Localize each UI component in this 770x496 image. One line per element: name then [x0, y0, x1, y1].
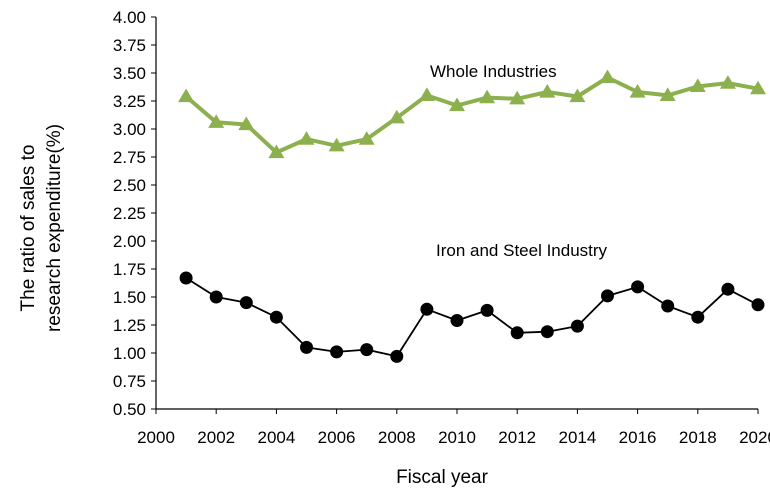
- data-point-iron-and-steel-industry: [601, 289, 614, 303]
- data-point-whole-industries: [358, 131, 375, 145]
- data-point-iron-and-steel-industry: [450, 314, 464, 327]
- data-point-iron-and-steel-industry: [269, 310, 283, 324]
- data-point-iron-and-steel-industry: [209, 290, 223, 304]
- x-tick-label: 2004: [257, 428, 295, 447]
- x-tick-label: 2018: [679, 428, 717, 447]
- data-point-whole-industries: [689, 78, 706, 92]
- y-tick-label: 3.75: [113, 36, 146, 55]
- data-point-iron-and-steel-industry: [360, 343, 374, 357]
- data-point-whole-industries: [750, 80, 766, 95]
- data-point-whole-industries: [418, 87, 435, 101]
- y-axis-ticks: 0.50 0.75 1.00 1.25 1.50 1.75 2.00 2.25 2.50 2.75…: [113, 8, 156, 419]
- x-tick-label: 2012: [498, 428, 536, 447]
- data-point-whole-industries: [388, 109, 405, 124]
- data-point-whole-industries: [328, 137, 345, 152]
- data-point-iron-and-steel-industry: [510, 326, 524, 340]
- y-tick-label: 1.50: [113, 288, 146, 307]
- data-point-whole-industries: [719, 75, 736, 89]
- y-tick-label: 1.00: [113, 344, 146, 363]
- y-axis-title-line-2: research expenditure(%): [44, 124, 65, 332]
- y-tick-label: 2.00: [113, 232, 146, 251]
- y-axis-title-line-1: The ratio of sales to: [18, 145, 39, 312]
- data-point-whole-industries: [659, 87, 676, 101]
- data-point-whole-industries: [599, 69, 616, 84]
- data-point-iron-and-steel-industry: [300, 340, 313, 354]
- x-tick-label: 2008: [378, 428, 416, 447]
- x-tick-label: 2010: [438, 428, 476, 447]
- data-point-iron-and-steel-industry: [691, 310, 705, 324]
- x-tick-label: 2016: [619, 428, 657, 447]
- data-point-whole-industries: [208, 114, 225, 128]
- data-point-iron-and-steel-industry: [390, 349, 404, 363]
- x-tick-label: 2014: [558, 428, 596, 447]
- y-tick-label: 3.00: [113, 120, 146, 139]
- series-label-whole-industries: Whole Industries: [430, 62, 557, 81]
- y-tick-label: 2.50: [113, 176, 146, 195]
- x-axis-title: Fiscal year: [396, 467, 489, 488]
- series-line-whole-industries: [184, 75, 759, 155]
- y-tick-label: 4.00: [113, 8, 146, 27]
- data-point-iron-and-steel-industry: [631, 280, 645, 294]
- data-point-iron-and-steel-industry: [540, 325, 554, 339]
- y-tick-label: 1.75: [113, 260, 146, 279]
- y-tick-label: 0.50: [113, 400, 146, 419]
- y-tick-label: 3.25: [113, 92, 146, 111]
- data-point-whole-industries: [629, 84, 646, 98]
- data-point-whole-industries: [539, 84, 556, 98]
- data-point-whole-industries: [268, 144, 285, 159]
- data-point-whole-industries: [238, 116, 255, 131]
- series-label-iron-and-steel: Iron and Steel Industry: [436, 241, 608, 260]
- data-point-iron-and-steel-industry: [661, 299, 675, 313]
- x-tick-label: 2020: [739, 428, 770, 447]
- data-point-iron-and-steel-industry: [480, 303, 494, 317]
- data-point-iron-and-steel-industry: [179, 271, 193, 285]
- x-tick-label: 2000: [137, 428, 175, 447]
- x-tick-label: 2002: [197, 428, 235, 447]
- data-point-iron-and-steel-industry: [570, 319, 584, 333]
- x-axis-ticks: 2000 2002 2004 2006 2008 2010 2012 2014 2016 2018…: [137, 409, 770, 447]
- series-layer: [178, 69, 766, 363]
- data-point-iron-and-steel-industry: [751, 298, 765, 312]
- y-tick-label: 2.75: [113, 148, 146, 167]
- y-tick-label: 0.75: [113, 372, 146, 391]
- data-point-iron-and-steel-industry: [239, 296, 253, 310]
- data-point-iron-and-steel-industry: [330, 345, 344, 359]
- data-point-iron-and-steel-industry: [721, 282, 735, 296]
- data-point-whole-industries: [569, 88, 586, 103]
- y-tick-label: 2.25: [113, 204, 146, 223]
- data-point-whole-industries: [449, 97, 465, 112]
- data-point-iron-and-steel-industry: [420, 302, 434, 316]
- data-point-whole-industries: [479, 89, 496, 104]
- y-tick-label: 1.25: [113, 316, 146, 335]
- x-tick-label: 2006: [318, 428, 356, 447]
- y-tick-label: 3.50: [113, 64, 146, 83]
- data-point-whole-industries: [509, 90, 526, 105]
- data-point-whole-industries: [298, 131, 315, 145]
- data-point-whole-industries: [178, 88, 195, 103]
